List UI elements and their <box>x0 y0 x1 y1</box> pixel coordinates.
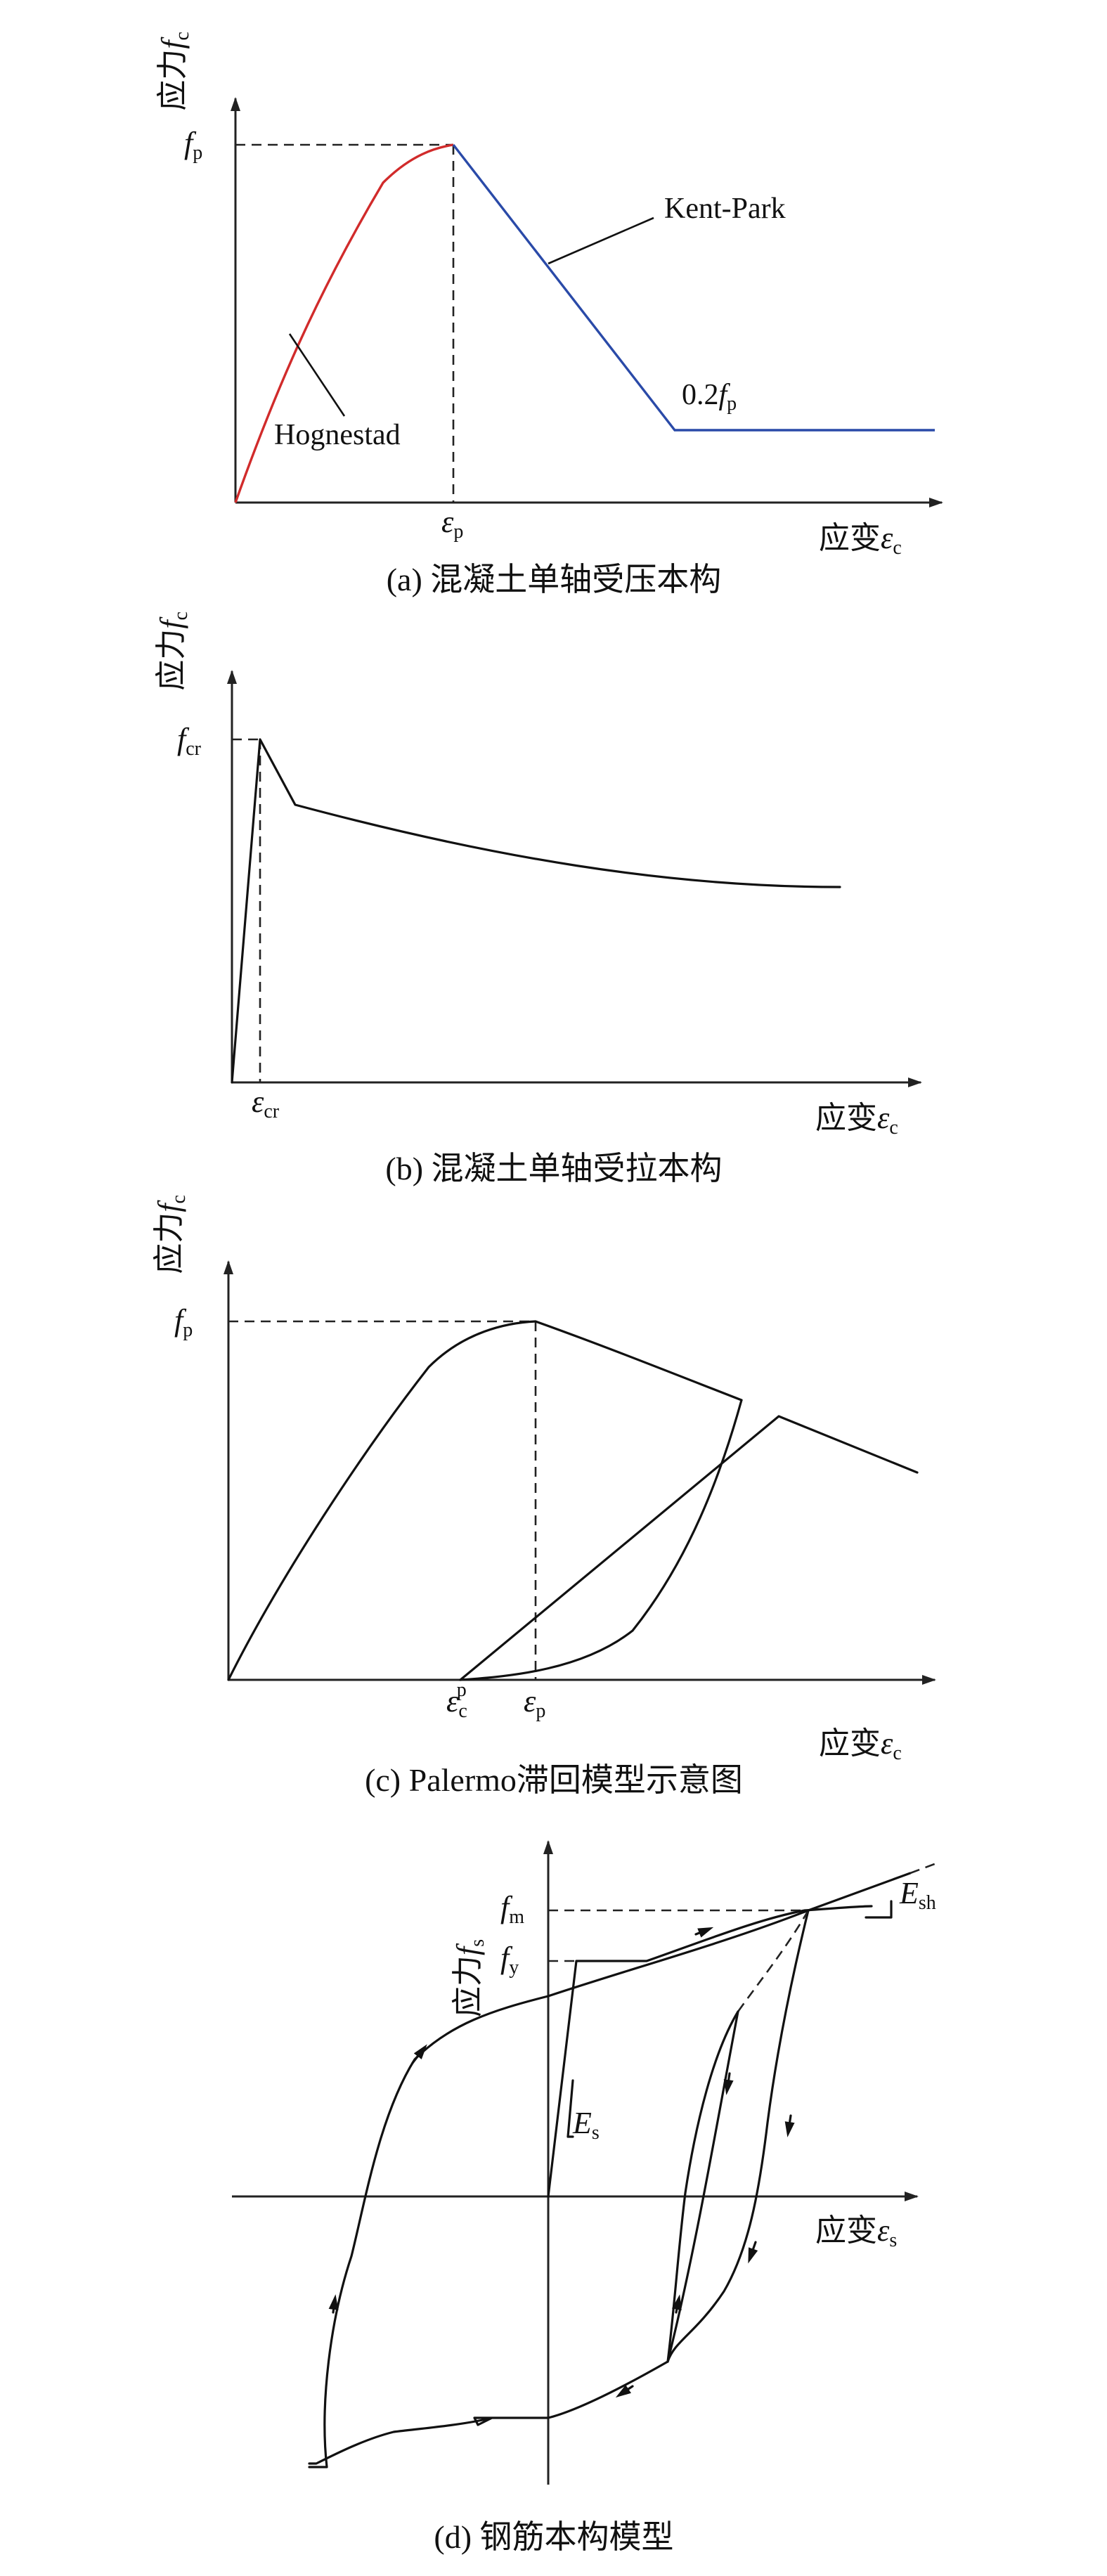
a-tick-fp: fp <box>184 126 202 164</box>
a-kent-park-leader <box>548 216 654 265</box>
panel-d: 应力fs fm fy Es Esh 应变εs (d) 钢筋本构模型 <box>232 1840 939 2555</box>
a-hognestad-curve <box>234 143 454 503</box>
b-y-axis-label: 应力fc <box>154 611 192 691</box>
d-arrow-left-lower <box>328 2294 339 2314</box>
d-hardening-extension <box>807 1872 912 1912</box>
b-tick-fcr: fcr <box>177 722 202 760</box>
panel-a: 应力fc Kent-Park Hognestad 0.2fp fp εp 应变ε… <box>155 32 943 597</box>
c-tick-ep: εp <box>524 1684 545 1722</box>
a-hognestad-leader <box>288 333 346 417</box>
d-monotonic-curve <box>547 1905 873 2198</box>
b-tick-ecr: εcr <box>252 1085 280 1122</box>
d-x-axis-label: 应变εs <box>815 2213 897 2251</box>
panel-c: 应力fc fp εcp εp 应变εc (c) Palermo滞回模型示意图 <box>152 1195 936 1798</box>
d-arrow-left-upper <box>411 2044 427 2064</box>
d-arrow-inner-up <box>671 2294 682 2314</box>
a-kent-park-label: Kent-Park <box>664 193 786 225</box>
c-y-axis-label: 应力fc <box>152 1195 190 1274</box>
b-caption: (b) 混凝土单轴受拉本构 <box>385 1151 722 1186</box>
a-residual-label: 0.2fp <box>682 379 737 415</box>
d-esh-slope-mark <box>865 1900 893 1919</box>
a-y-axis-label: 应力fc <box>155 32 193 111</box>
d-arrow-bottom-left <box>615 2385 634 2398</box>
d-hardening-dash <box>909 1861 939 1875</box>
c-reloading-line <box>459 1415 919 1681</box>
d-arrow-right-down-upper <box>784 2114 795 2137</box>
a-caption: (a) 混凝土单轴受压本构 <box>387 562 722 597</box>
c-unloading-curve <box>459 1399 743 1681</box>
panel-b: 应力fc fcr εcr 应变εc (b) 混凝土单轴受拉本构 <box>154 611 922 1186</box>
d-label-es: Es <box>572 2106 600 2144</box>
d-label-esh: Esh <box>899 1876 936 1914</box>
d-es-slope-mark <box>567 2079 574 2138</box>
a-tick-ep: εp <box>441 505 463 543</box>
d-inner-loop-left <box>666 2010 739 2363</box>
c-x-axis-label: 应变εc <box>819 1726 902 1764</box>
c-caption: (c) Palermo滞回模型示意图 <box>365 1762 743 1798</box>
d-unloading-branch <box>666 1909 810 2363</box>
d-y-axis-label: 应力fs <box>451 1939 488 2017</box>
d-tick-fy: fy <box>500 1941 519 1979</box>
a-hognestad-label: Hognestad <box>274 419 401 451</box>
d-arrow-plateau <box>694 1927 714 1938</box>
b-tension-curve <box>231 738 841 1084</box>
c-tick-fp: fp <box>174 1303 193 1341</box>
a-x-axis-label: 应变εc <box>819 521 902 559</box>
d-lower-plateau <box>308 2360 669 2465</box>
d-arrow-right-down-lower <box>748 2241 758 2264</box>
c-tick-ecp: εcp <box>446 1679 467 1722</box>
b-x-axis-label: 应变εc <box>815 1101 898 1139</box>
d-reverse-reloading <box>308 1909 810 2468</box>
d-caption: (d) 钢筋本构模型 <box>434 2519 673 2555</box>
d-arrow-inner-down <box>723 2072 734 2095</box>
c-envelope-curve <box>227 1320 743 1681</box>
a-kent-park-curve <box>452 143 935 432</box>
d-tick-fm: fm <box>500 1890 524 1928</box>
